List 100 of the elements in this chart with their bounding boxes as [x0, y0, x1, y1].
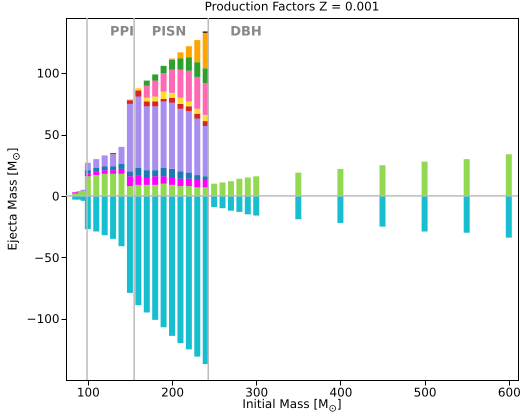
bar — [186, 196, 192, 350]
bar — [93, 159, 100, 168]
bar — [295, 172, 302, 196]
bar — [228, 196, 234, 211]
bar — [169, 196, 176, 336]
bar — [194, 114, 200, 119]
bar — [244, 178, 251, 196]
bar — [236, 196, 242, 212]
y-tick-label: 0 — [52, 189, 60, 204]
bar — [177, 108, 184, 172]
bar — [169, 178, 176, 185]
bar — [169, 98, 176, 103]
bar — [118, 196, 125, 246]
y-tick-label: −50 — [34, 250, 60, 265]
bar — [186, 46, 192, 58]
bar — [186, 111, 192, 173]
bar — [126, 100, 133, 104]
annotation: DBH — [230, 24, 262, 40]
bar — [422, 196, 428, 232]
bar — [135, 184, 142, 196]
bar — [144, 80, 150, 86]
bar — [177, 70, 184, 98]
x-tick-label: 200 — [161, 386, 184, 400]
bar — [110, 196, 116, 239]
bar — [118, 168, 125, 174]
bar — [102, 196, 108, 236]
bar — [177, 186, 184, 196]
bar — [177, 58, 184, 70]
bar — [464, 159, 470, 196]
bar — [186, 57, 192, 71]
bar — [422, 162, 428, 196]
bar — [211, 184, 218, 196]
bar — [93, 171, 100, 176]
bar — [194, 40, 200, 62]
bar — [186, 101, 192, 106]
bar — [160, 168, 167, 176]
bar — [194, 62, 200, 77]
bar — [152, 170, 158, 176]
bar — [110, 174, 116, 196]
bar — [135, 96, 142, 168]
bar — [160, 66, 167, 74]
bar — [126, 196, 133, 293]
bar — [144, 170, 150, 178]
bar — [135, 196, 142, 306]
annotation: PPI — [110, 24, 134, 40]
chart-title: Production Factors Z = 0.001 — [204, 0, 380, 14]
bar — [169, 184, 176, 196]
y-tick-label: 50 — [44, 128, 60, 142]
bar — [118, 164, 125, 169]
bar — [337, 196, 344, 223]
bar — [228, 181, 234, 196]
bar — [244, 196, 251, 214]
bar — [194, 175, 200, 180]
bar — [177, 178, 184, 186]
bar — [177, 104, 184, 109]
bar — [220, 182, 226, 196]
bar — [194, 196, 200, 357]
y-tick-label: −100 — [26, 312, 60, 326]
bar — [126, 104, 133, 172]
bar — [194, 76, 200, 109]
bar — [110, 166, 116, 170]
bar — [126, 176, 133, 186]
bar — [186, 178, 192, 186]
bar — [380, 165, 386, 196]
bar — [169, 102, 176, 169]
bar — [186, 172, 192, 179]
bar — [118, 174, 125, 196]
bar — [186, 186, 192, 196]
bar — [144, 178, 150, 185]
bar — [102, 166, 108, 170]
bar — [236, 178, 242, 196]
bar — [126, 171, 133, 176]
bar — [144, 196, 150, 313]
bar — [135, 90, 142, 97]
bar — [177, 52, 184, 58]
bar — [135, 88, 142, 90]
bar — [144, 184, 150, 196]
bar — [169, 70, 176, 93]
bar — [102, 155, 108, 166]
x-tick-label: 500 — [414, 386, 437, 400]
bar — [160, 98, 167, 102]
bar — [126, 186, 133, 196]
bar — [211, 196, 218, 207]
x-axis-title: Initial Mass [M$_{⊙}$] — [242, 397, 342, 414]
bar — [102, 174, 108, 196]
bar — [169, 92, 176, 98]
bar — [118, 146, 125, 164]
bar — [152, 101, 158, 106]
bar — [152, 184, 158, 196]
bar — [194, 180, 200, 188]
x-tick-label: 600 — [498, 386, 521, 400]
bar — [135, 175, 142, 185]
bar — [110, 154, 116, 166]
bar — [253, 176, 260, 196]
bar — [337, 168, 344, 196]
bar — [177, 171, 184, 179]
bar — [144, 85, 150, 98]
bar — [169, 168, 176, 178]
bar — [152, 106, 158, 170]
bar — [160, 101, 167, 168]
